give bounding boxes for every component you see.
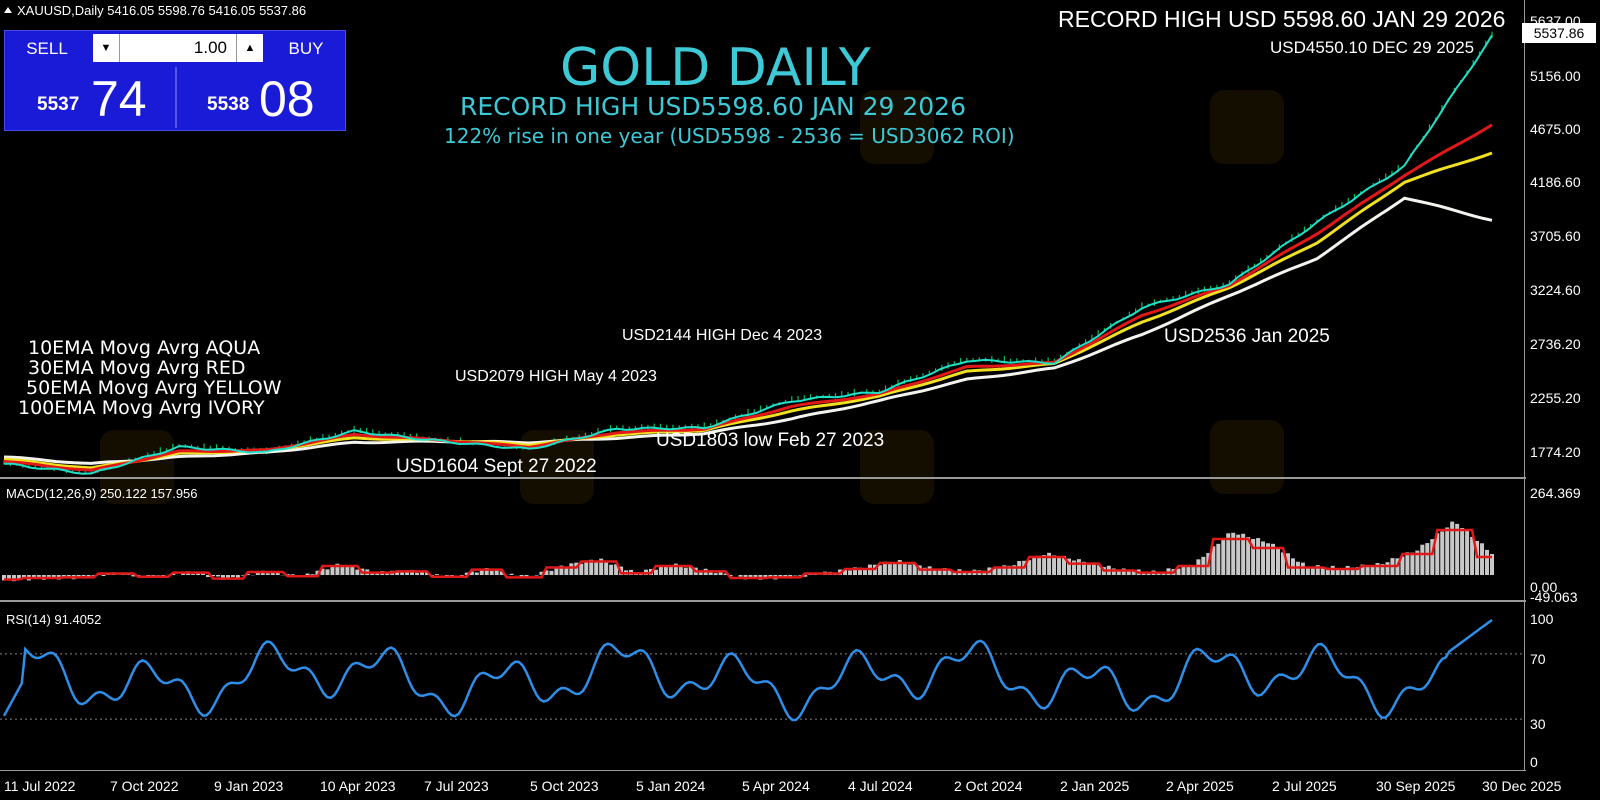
price-axis-line	[1524, 0, 1525, 770]
rsi-tick: 100	[1530, 611, 1554, 627]
price-tick: 4186.60	[1530, 174, 1581, 190]
buy-button[interactable]: BUY	[267, 34, 345, 64]
ema30-line	[3, 123, 1493, 472]
collapse-triangle-icon[interactable]	[4, 7, 12, 13]
price-tick: 5156.00	[1530, 68, 1581, 84]
legend-ema10: 10EMA Movg Avrg AQUA	[28, 337, 261, 359]
rsi-line	[2, 618, 1493, 722]
usd2536-annotation: USD2536 Jan 2025	[1164, 326, 1330, 347]
lot-size-stepper[interactable]: ▼ 1.00 ▲	[93, 34, 263, 62]
roi-subtitle: 122% rise in one year (USD5598 - 2536 = …	[444, 124, 1015, 148]
sell-price-big: 74	[91, 71, 147, 127]
legend-ema100: 100EMA Movg Avrg IVORY	[18, 397, 265, 419]
sell-price-button[interactable]: 5537 74	[7, 67, 177, 128]
watermark-logo	[860, 430, 934, 504]
legend-ema50: 50EMA Movg Avrg YELLOW	[26, 377, 282, 399]
buy-price-small: 5538	[207, 94, 250, 115]
symbol-info: XAUUSD,Daily 5416.05 5598.76 5416.05 553…	[4, 3, 306, 18]
chart-title: GOLD DAILY	[560, 38, 871, 98]
usd2079-annotation: USD2079 HIGH May 4 2023	[455, 368, 657, 385]
time-axis-line	[0, 770, 1526, 771]
macd-tick: 264.369	[1530, 485, 1581, 501]
date-tick: 2 Jan 2025	[1060, 778, 1130, 794]
buy-price-big: 08	[259, 71, 315, 127]
date-tick: 7 Jul 2023	[424, 778, 489, 794]
rsi-tick: 0	[1530, 754, 1538, 770]
rsi-panel	[0, 618, 1524, 722]
usd1803-annotation: USD1803 low Feb 27 2023	[656, 430, 885, 451]
price-tick: 4675.00	[1530, 121, 1581, 137]
date-tick: 5 Oct 2023	[530, 778, 599, 794]
macd-tick: -49.063	[1530, 589, 1578, 605]
macd-tick: 0.00	[1530, 579, 1558, 595]
rsi-tick: 70	[1530, 651, 1546, 667]
current-price-tag: 5537.86	[1522, 23, 1596, 43]
lot-size-value[interactable]: 1.00	[193, 38, 227, 57]
rsi-label: RSI(14) 91.4052	[6, 612, 102, 627]
usd4550-annotation: USD4550.10 DEC 29 2025	[1270, 38, 1475, 57]
symbol-line: XAUUSD,Daily 5416.05 5598.76 5416.05 553…	[17, 3, 307, 18]
ema50-line	[3, 151, 1493, 470]
sell-price-small: 5537	[37, 94, 80, 115]
date-tick: 10 Apr 2023	[320, 778, 396, 794]
ema10-line	[3, 34, 1493, 475]
lot-decrease-button[interactable]: ▼	[93, 34, 120, 62]
date-tick: 5 Apr 2024	[742, 778, 810, 794]
macd-separator[interactable]	[0, 477, 1526, 479]
watermark-logo	[860, 90, 934, 164]
rsi-separator[interactable]	[0, 600, 1526, 602]
record-high-banner: RECORD HIGH USD 5598.60 JAN 29 2026	[1058, 6, 1506, 32]
watermark-logo	[1210, 420, 1284, 494]
rsi-tick: 30	[1530, 716, 1546, 732]
sell-button[interactable]: SELL	[7, 34, 87, 64]
date-tick: 4 Jul 2024	[848, 778, 913, 794]
macd-label: MACD(12,26,9) 250.122 157.956	[6, 486, 198, 501]
date-tick: 2 Jul 2025	[1272, 778, 1337, 794]
one-click-trading-panel: SELL ▼ 1.00 ▲ BUY 5537 74 5538 08	[4, 30, 346, 131]
macd-panel	[2, 521, 1494, 582]
price-tick: 3224.60	[1530, 282, 1581, 298]
date-tick: 7 Oct 2022	[110, 778, 179, 794]
watermark-logo	[1210, 90, 1284, 164]
price-panel	[3, 31, 1493, 475]
date-tick: 2 Oct 2024	[954, 778, 1023, 794]
usd2144-annotation: USD2144 HIGH Dec 4 2023	[622, 327, 823, 344]
buy-price-button[interactable]: 5538 08	[179, 67, 343, 128]
usd1604-annotation: USD1604 Sept 27 2022	[396, 456, 597, 477]
date-tick: 2 Apr 2025	[1166, 778, 1234, 794]
date-tick: 9 Jan 2023	[214, 778, 284, 794]
macd-signal-line	[4, 528, 1492, 581]
price-tick: 2736.20	[1530, 336, 1581, 352]
date-tick: 11 Jul 2022	[4, 778, 76, 794]
date-tick: 30 Sep 2025	[1376, 778, 1456, 794]
price-chart[interactable]	[0, 0, 1526, 770]
legend-ema30: 30EMA Movg Avrg RED	[28, 357, 246, 379]
price-tick: 3705.60	[1530, 228, 1581, 244]
price-tick: 1774.20	[1530, 444, 1581, 460]
lot-increase-button[interactable]: ▲	[236, 34, 263, 62]
price-tick: 2255.20	[1530, 390, 1581, 406]
ema-legend: 10EMA Movg Avrg AQUA 30EMA Movg Avrg RED…	[18, 338, 282, 418]
record-high-subtitle: RECORD HIGH USD5598.60 JAN 29 2026	[460, 92, 966, 121]
date-tick: 5 Jan 2024	[636, 778, 706, 794]
date-tick: 30 Dec 2025	[1482, 778, 1562, 794]
